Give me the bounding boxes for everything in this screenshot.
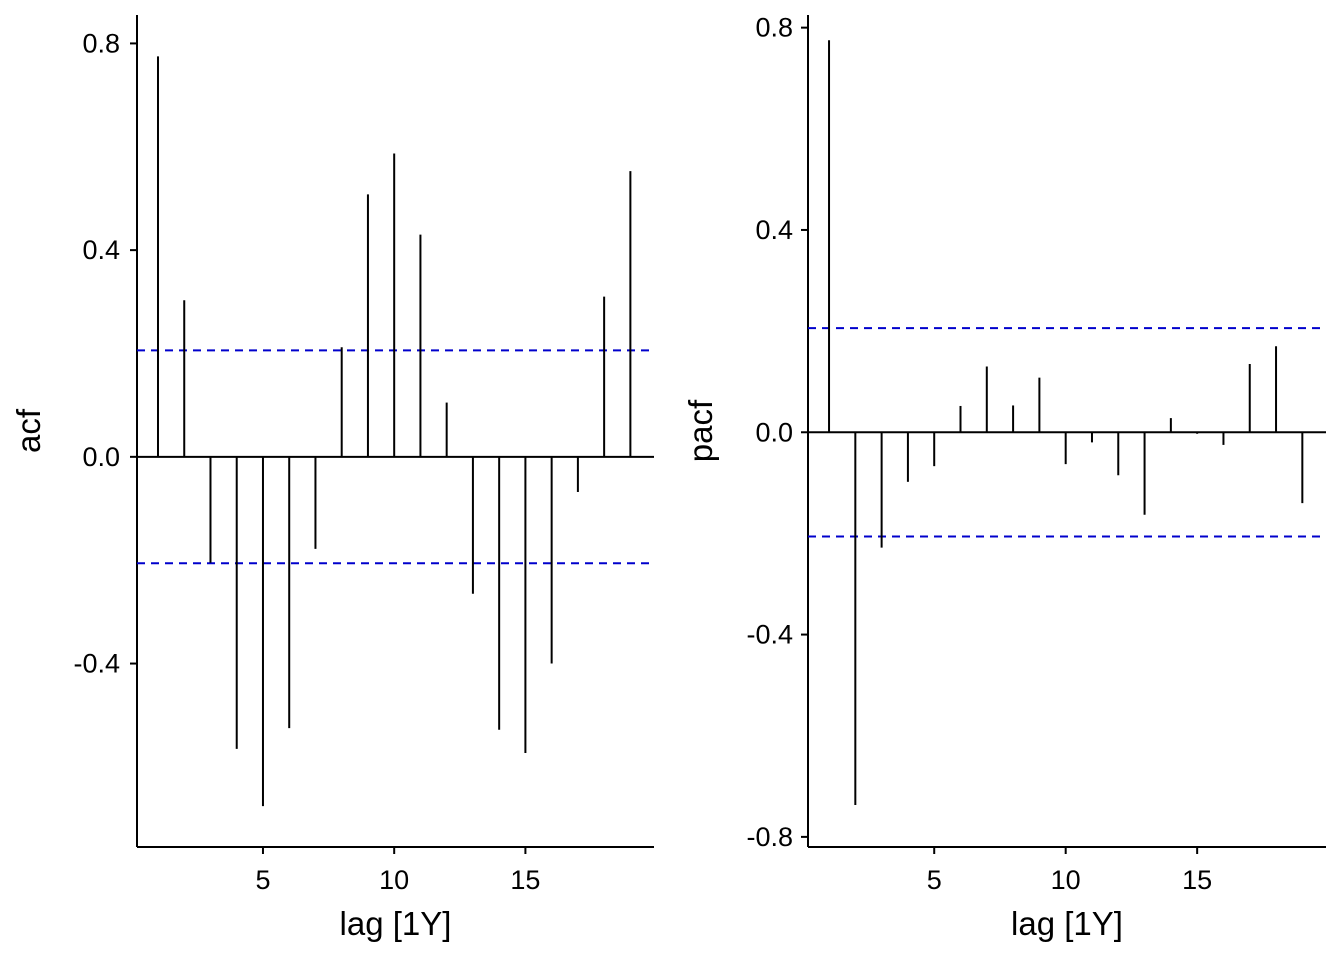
y-axis-title: acf xyxy=(10,408,47,453)
x-axis-title: lag [1Y] xyxy=(340,905,452,942)
pacf-panel: 0.8 0.4 0.0 -0.4 -0.8 5 10 15 lag [1Y] pacf xyxy=(682,13,1326,942)
y-tick-label: 0.8 xyxy=(755,13,793,43)
y-axis-title: pacf xyxy=(682,399,719,462)
x-tick-label: 10 xyxy=(1051,865,1081,895)
y-tick-label: 0.0 xyxy=(755,417,793,447)
y-tick-label: 0.4 xyxy=(82,235,120,265)
x-tick-label: 15 xyxy=(1182,865,1212,895)
x-tick-label: 10 xyxy=(379,865,409,895)
y-tick-label: -0.4 xyxy=(73,649,120,679)
y-tick-label: 0.8 xyxy=(82,28,120,58)
acf-panel: 0.8 0.4 0.0 -0.4 5 10 15 lag [1Y] acf xyxy=(10,15,654,942)
y-tick-label: -0.8 xyxy=(746,822,793,852)
x-tick-label: 15 xyxy=(510,865,540,895)
x-tick-label: 5 xyxy=(927,865,942,895)
x-axis-title: lag [1Y] xyxy=(1011,905,1123,942)
y-tick-label: 0.4 xyxy=(755,215,793,245)
y-tick-label: 0.0 xyxy=(82,442,120,472)
y-tick-label: -0.4 xyxy=(746,620,793,650)
x-tick-label: 5 xyxy=(255,865,270,895)
